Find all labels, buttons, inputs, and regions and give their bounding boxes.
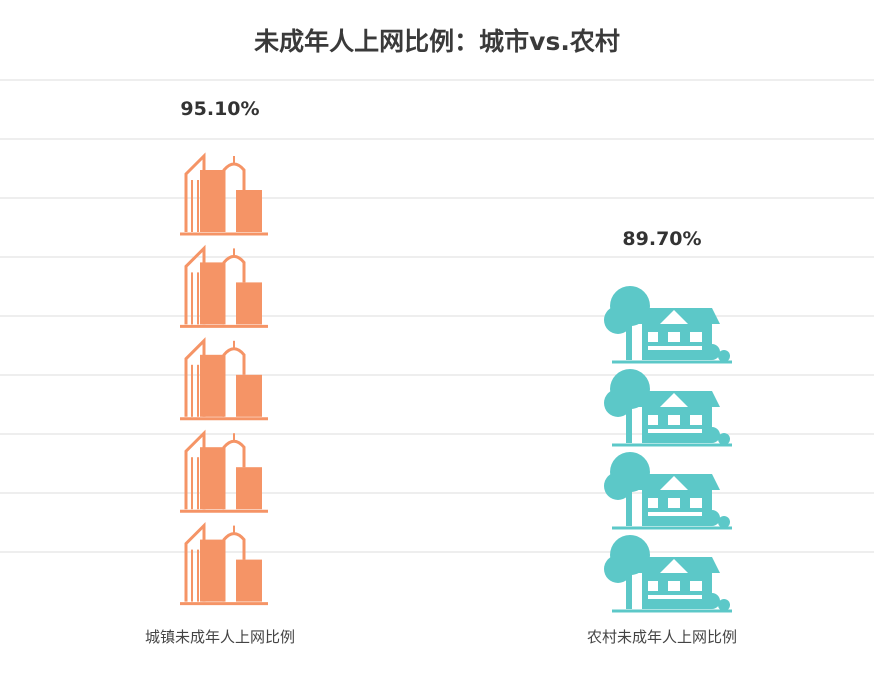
bar-city-icons bbox=[180, 152, 268, 606]
data-label-rural: 89.70% bbox=[622, 228, 702, 250]
category-label-city: 城镇未成年人上网比例 bbox=[144, 628, 295, 646]
gridlines bbox=[0, 79, 874, 553]
bar-rural-icons bbox=[604, 286, 732, 613]
chart-title: 未成年人上网比例：城市vs.农村 bbox=[254, 27, 620, 56]
bars bbox=[180, 152, 732, 613]
data-label-city: 95.10% bbox=[180, 98, 260, 120]
category-label-rural: 农村未成年人上网比例 bbox=[586, 628, 737, 646]
